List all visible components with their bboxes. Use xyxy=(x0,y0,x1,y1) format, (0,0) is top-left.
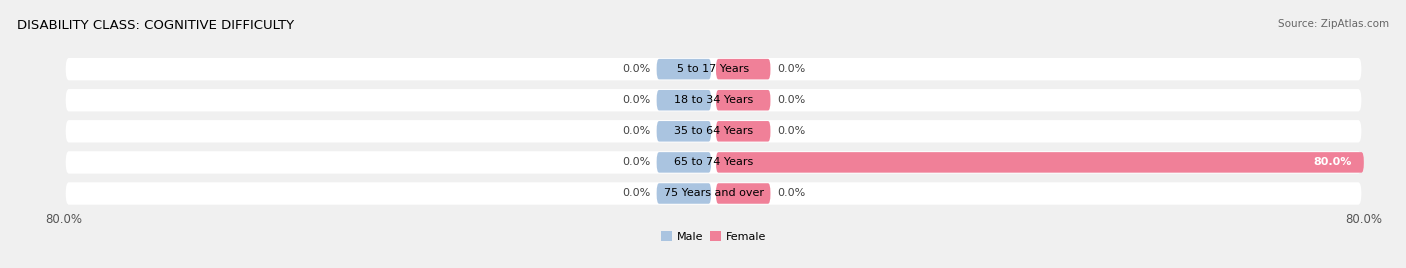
Text: 80.0%: 80.0% xyxy=(1313,157,1351,168)
Text: 35 to 64 Years: 35 to 64 Years xyxy=(673,126,754,136)
Text: 0.0%: 0.0% xyxy=(778,126,806,136)
FancyBboxPatch shape xyxy=(657,183,711,204)
FancyBboxPatch shape xyxy=(716,121,770,142)
Text: DISABILITY CLASS: COGNITIVE DIFFICULTY: DISABILITY CLASS: COGNITIVE DIFFICULTY xyxy=(17,19,294,32)
Text: Source: ZipAtlas.com: Source: ZipAtlas.com xyxy=(1278,19,1389,29)
Text: 18 to 34 Years: 18 to 34 Years xyxy=(673,95,754,105)
Legend: Male, Female: Male, Female xyxy=(657,227,770,246)
FancyBboxPatch shape xyxy=(66,151,1361,174)
FancyBboxPatch shape xyxy=(66,120,1361,143)
FancyBboxPatch shape xyxy=(66,58,1361,80)
FancyBboxPatch shape xyxy=(716,59,770,79)
FancyBboxPatch shape xyxy=(657,90,711,110)
Text: 5 to 17 Years: 5 to 17 Years xyxy=(678,64,749,74)
Text: 0.0%: 0.0% xyxy=(778,64,806,74)
FancyBboxPatch shape xyxy=(66,89,1361,111)
Text: 0.0%: 0.0% xyxy=(621,157,650,168)
Text: 65 to 74 Years: 65 to 74 Years xyxy=(673,157,754,168)
FancyBboxPatch shape xyxy=(66,182,1361,205)
Text: 0.0%: 0.0% xyxy=(778,95,806,105)
FancyBboxPatch shape xyxy=(657,121,711,142)
Text: 0.0%: 0.0% xyxy=(621,64,650,74)
Text: 0.0%: 0.0% xyxy=(621,188,650,199)
FancyBboxPatch shape xyxy=(657,152,711,173)
FancyBboxPatch shape xyxy=(716,152,1364,173)
Text: 0.0%: 0.0% xyxy=(621,95,650,105)
Text: 0.0%: 0.0% xyxy=(621,126,650,136)
FancyBboxPatch shape xyxy=(716,183,770,204)
FancyBboxPatch shape xyxy=(657,59,711,79)
Text: 0.0%: 0.0% xyxy=(778,188,806,199)
Text: 75 Years and over: 75 Years and over xyxy=(664,188,763,199)
FancyBboxPatch shape xyxy=(716,90,770,110)
